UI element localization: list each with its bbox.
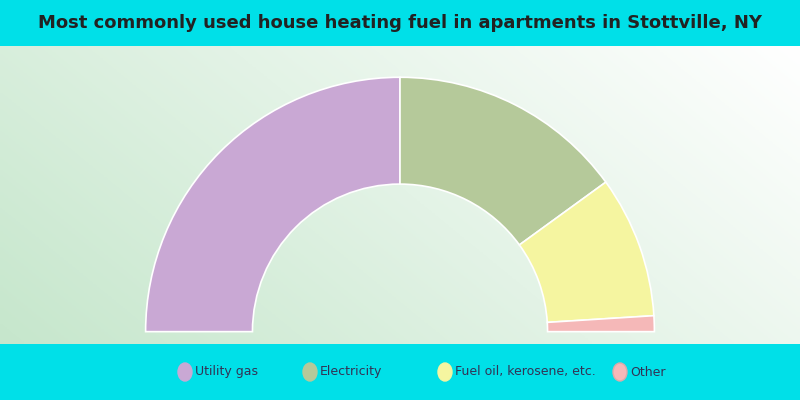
Text: Other: Other bbox=[630, 366, 666, 378]
Ellipse shape bbox=[303, 363, 317, 381]
Text: Fuel oil, kerosene, etc.: Fuel oil, kerosene, etc. bbox=[455, 366, 596, 378]
Ellipse shape bbox=[438, 363, 452, 381]
Wedge shape bbox=[547, 316, 654, 332]
Text: Utility gas: Utility gas bbox=[195, 366, 258, 378]
Wedge shape bbox=[146, 77, 400, 332]
Text: Electricity: Electricity bbox=[320, 366, 382, 378]
Wedge shape bbox=[400, 77, 606, 245]
Ellipse shape bbox=[613, 363, 627, 381]
Wedge shape bbox=[519, 182, 654, 322]
Text: City-Data.com: City-Data.com bbox=[648, 93, 732, 106]
Text: Most commonly used house heating fuel in apartments in Stottville, NY: Most commonly used house heating fuel in… bbox=[38, 14, 762, 32]
Ellipse shape bbox=[178, 363, 192, 381]
